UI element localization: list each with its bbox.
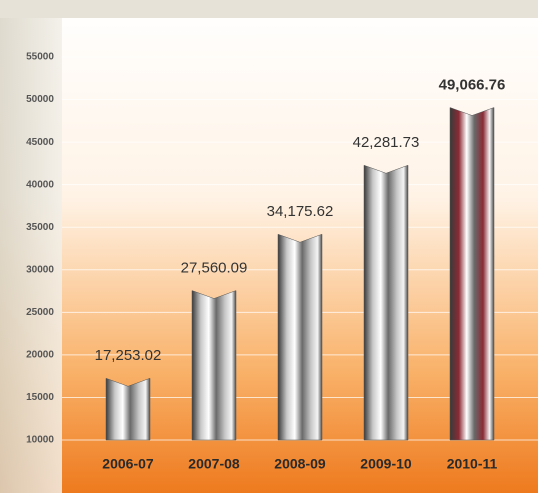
y-tick-label: 25000 bbox=[26, 307, 54, 318]
value-label: 17,253.02 bbox=[95, 347, 162, 364]
value-label: 27,560.09 bbox=[181, 260, 248, 277]
side-panel bbox=[0, 0, 62, 493]
x-tick-label: 2010-11 bbox=[447, 456, 498, 472]
x-tick-label: 2008-09 bbox=[274, 456, 326, 472]
y-tick-label: 20000 bbox=[26, 350, 54, 361]
y-tick-label: 50000 bbox=[26, 94, 54, 105]
y-tick-label: 40000 bbox=[26, 179, 54, 190]
y-tick-label: 45000 bbox=[26, 137, 54, 148]
bar bbox=[449, 107, 495, 441]
y-tick-label: 55000 bbox=[26, 52, 54, 63]
y-tick-label: 15000 bbox=[26, 392, 54, 403]
top-band bbox=[0, 0, 538, 18]
value-label: 49,066.76 bbox=[439, 76, 506, 93]
value-label: 34,175.62 bbox=[267, 203, 334, 220]
y-tick-label: 35000 bbox=[26, 222, 54, 233]
bar bbox=[277, 233, 323, 441]
bar bbox=[363, 164, 409, 441]
y-tick-label: 30000 bbox=[26, 264, 54, 275]
value-label: 42,281.73 bbox=[353, 134, 420, 151]
x-tick-label: 2007-08 bbox=[188, 456, 240, 472]
bar bbox=[191, 290, 237, 441]
x-tick-label: 2006-07 bbox=[102, 456, 154, 472]
y-tick-label: 10000 bbox=[26, 435, 54, 446]
x-tick-label: 2009-10 bbox=[360, 456, 412, 472]
bar bbox=[105, 377, 151, 441]
